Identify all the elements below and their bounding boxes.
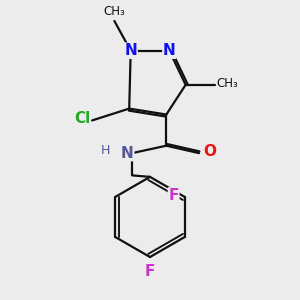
Text: N: N	[121, 146, 134, 160]
Text: O: O	[203, 144, 216, 159]
Text: H: H	[100, 144, 110, 157]
Text: CH₃: CH₃	[217, 77, 239, 90]
Text: N: N	[163, 43, 176, 58]
Text: F: F	[168, 188, 179, 203]
Text: F: F	[145, 265, 155, 280]
Text: Cl: Cl	[74, 112, 91, 127]
Text: CH₃: CH₃	[103, 5, 125, 18]
Text: N: N	[124, 43, 137, 58]
